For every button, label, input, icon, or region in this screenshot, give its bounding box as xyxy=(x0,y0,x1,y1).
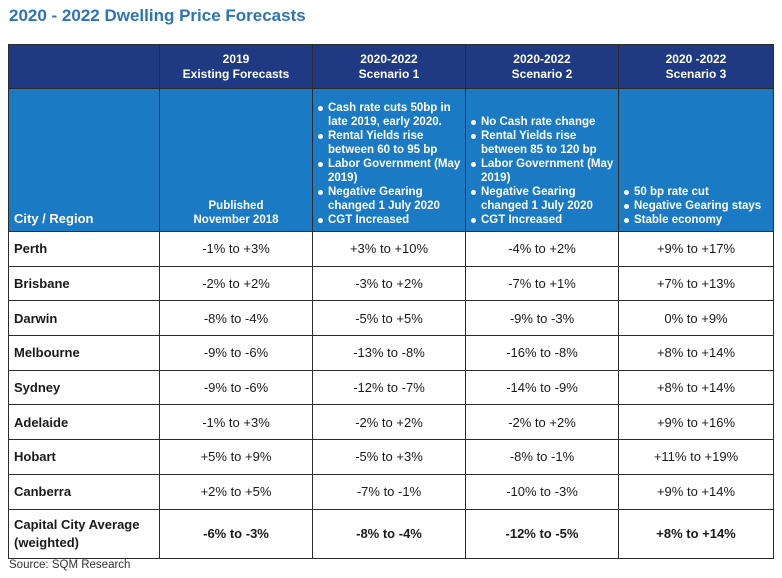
average-label: Capital City Average (weighted) xyxy=(8,508,160,559)
city-name: Sydney xyxy=(8,369,160,406)
table-row: Darwin -8% to -4% -5% to +5% -9% to -3% 0% t… xyxy=(8,300,774,337)
forecast-value: -2% to +2% xyxy=(312,404,466,441)
average-value: -8% to -4% xyxy=(312,508,466,559)
assumption-item: Labor Government (May 2019) xyxy=(317,157,461,185)
column-period: 2019 xyxy=(222,51,250,66)
forecast-value: +11% to +19% xyxy=(618,439,774,475)
forecast-value: +3% to +10% xyxy=(312,231,466,267)
average-label-line-1: Capital City Average xyxy=(14,516,140,532)
forecast-value: +9% to +14% xyxy=(618,473,774,510)
forecast-value: -5% to +3% xyxy=(312,439,466,475)
average-value: -6% to -3% xyxy=(159,508,313,559)
table-row: Melbourne -9% to -6% -13% to -8% -16% to -8… xyxy=(8,335,774,371)
forecast-value: -7% to -1% xyxy=(312,473,466,510)
assumption-item: Stable economy xyxy=(623,213,769,227)
assumption-item: Negative Gearing changed 1 July 2020 xyxy=(317,185,461,213)
forecast-value: +8% to +14% xyxy=(618,335,774,371)
forecast-value: -9% to -3% xyxy=(465,300,619,337)
published-label: Published xyxy=(208,200,264,212)
source-note: Source: SQM Research xyxy=(9,559,131,571)
city-region-header: City / Region xyxy=(8,88,160,232)
forecast-value: -3% to +2% xyxy=(312,265,466,302)
average-value: +8% to +14% xyxy=(618,508,774,559)
city-name: Canberra xyxy=(8,473,160,510)
table-row: Perth -1% to +3% +3% to +10% -4% to +2% +9% … xyxy=(8,231,774,267)
forecast-value: +9% to +17% xyxy=(618,231,774,267)
header-blank-cell xyxy=(8,44,160,89)
forecast-value: -10% to -3% xyxy=(465,473,619,510)
forecast-value: -8% to -4% xyxy=(159,300,313,337)
forecast-value: -4% to +2% xyxy=(465,231,619,267)
forecast-value: +7% to +13% xyxy=(618,265,774,302)
city-name: Hobart xyxy=(8,439,160,475)
city-name: Brisbane xyxy=(8,265,160,302)
forecast-value: -1% to +3% xyxy=(159,404,313,441)
average-row: Capital City Average (weighted) -6% to -… xyxy=(8,508,774,559)
forecast-value: -5% to +5% xyxy=(312,300,466,337)
city-name: Darwin xyxy=(8,300,160,337)
scenario-3-assumptions: 50 bp rate cut Negative Gearing stays Stab… xyxy=(618,88,774,232)
city-name: Adelaide xyxy=(8,404,160,441)
existing-forecast-note: Published November 2018 xyxy=(159,88,313,232)
assumption-item: No Cash rate change xyxy=(470,115,614,129)
forecast-value: -14% to -9% xyxy=(465,369,619,406)
assumption-item: Negative Gearing changed 1 July 2020 xyxy=(470,185,614,213)
forecast-value: -12% to -7% xyxy=(312,369,466,406)
table-row: Hobart +5% to +9% -5% to +3% -8% to -1% +11%… xyxy=(8,439,774,475)
table-row: Sydney -9% to -6% -12% to -7% -14% to -9% +8… xyxy=(8,369,774,406)
assumption-item: 50 bp rate cut xyxy=(623,185,769,199)
forecast-value: -9% to -6% xyxy=(159,369,313,406)
forecast-value: -2% to +2% xyxy=(159,265,313,302)
assumption-item: Negative Gearing stays xyxy=(623,199,769,213)
table-row: Brisbane -2% to +2% -3% to +2% -7% to +1% +7… xyxy=(8,265,774,302)
forecast-value: -9% to -6% xyxy=(159,335,313,371)
column-name: Scenario 3 xyxy=(665,66,727,81)
forecast-value: -8% to -1% xyxy=(465,439,619,475)
assumptions-row: City / Region Published November 2018 Ca… xyxy=(8,88,774,232)
forecast-value: -13% to -8% xyxy=(312,335,466,371)
column-name: Scenario 2 xyxy=(511,66,573,81)
assumption-item: Cash rate cuts 50bp in late 2019, early … xyxy=(317,101,461,129)
column-name: Scenario 1 xyxy=(358,66,420,81)
forecast-value: -7% to +1% xyxy=(465,265,619,302)
average-value: -12% to -5% xyxy=(465,508,619,559)
page-title: 2020 - 2022 Dwelling Price Forecasts xyxy=(9,6,306,25)
city-name: Perth xyxy=(8,231,160,267)
assumption-item: Labor Government (May 2019) xyxy=(470,157,614,185)
forecast-value: +8% to +14% xyxy=(618,369,774,406)
average-label-line-2: (weighted) xyxy=(14,534,79,550)
forecast-value: +2% to +5% xyxy=(159,473,313,510)
column-period: 2020 -2022 xyxy=(665,51,727,66)
column-period: 2020-2022 xyxy=(513,51,571,66)
forecast-value: +9% to +16% xyxy=(618,404,774,441)
table-header-row: 2019 Existing Forecasts 2020-2022 Scenar… xyxy=(8,44,774,89)
assumption-item: Rental Yields rise between 85 to 120 bp xyxy=(470,129,614,157)
forecast-value: +5% to +9% xyxy=(159,439,313,475)
assumption-item: CGT Increased xyxy=(470,213,614,227)
published-date: November 2018 xyxy=(193,214,279,226)
column-period: 2020-2022 xyxy=(360,51,418,66)
forecast-value: -2% to +2% xyxy=(465,404,619,441)
table-body: Perth -1% to +3% +3% to +10% -4% to +2% +9% … xyxy=(8,231,774,510)
forecast-table: 2019 Existing Forecasts 2020-2022 Scenar… xyxy=(8,44,774,559)
column-header-scenario-2: 2020-2022 Scenario 2 xyxy=(465,44,619,89)
column-header-existing: 2019 Existing Forecasts xyxy=(159,44,313,89)
table-row: Adelaide -1% to +3% -2% to +2% -2% to +2% +9… xyxy=(8,404,774,441)
table-row: Canberra +2% to +5% -7% to -1% -10% to -3% +… xyxy=(8,473,774,510)
forecast-value: -16% to -8% xyxy=(465,335,619,371)
column-header-scenario-1: 2020-2022 Scenario 1 xyxy=(312,44,466,89)
assumption-item: CGT Increased xyxy=(317,213,461,227)
scenario-1-assumptions: Cash rate cuts 50bp in late 2019, early … xyxy=(312,88,466,232)
column-name: Existing Forecasts xyxy=(182,66,290,81)
assumption-list: Cash rate cuts 50bp in late 2019, early … xyxy=(317,101,461,227)
forecast-value: 0% to +9% xyxy=(618,300,774,337)
column-header-scenario-3: 2020 -2022 Scenario 3 xyxy=(618,44,774,89)
assumption-item: Rental Yields rise between 60 to 95 bp xyxy=(317,129,461,157)
forecast-value: -1% to +3% xyxy=(159,231,313,267)
scenario-2-assumptions: No Cash rate change Rental Yields rise be… xyxy=(465,88,619,232)
assumption-list: 50 bp rate cut Negative Gearing stays Stab… xyxy=(623,185,769,227)
assumption-list: No Cash rate change Rental Yields rise be… xyxy=(470,115,614,227)
city-name: Melbourne xyxy=(8,335,160,371)
